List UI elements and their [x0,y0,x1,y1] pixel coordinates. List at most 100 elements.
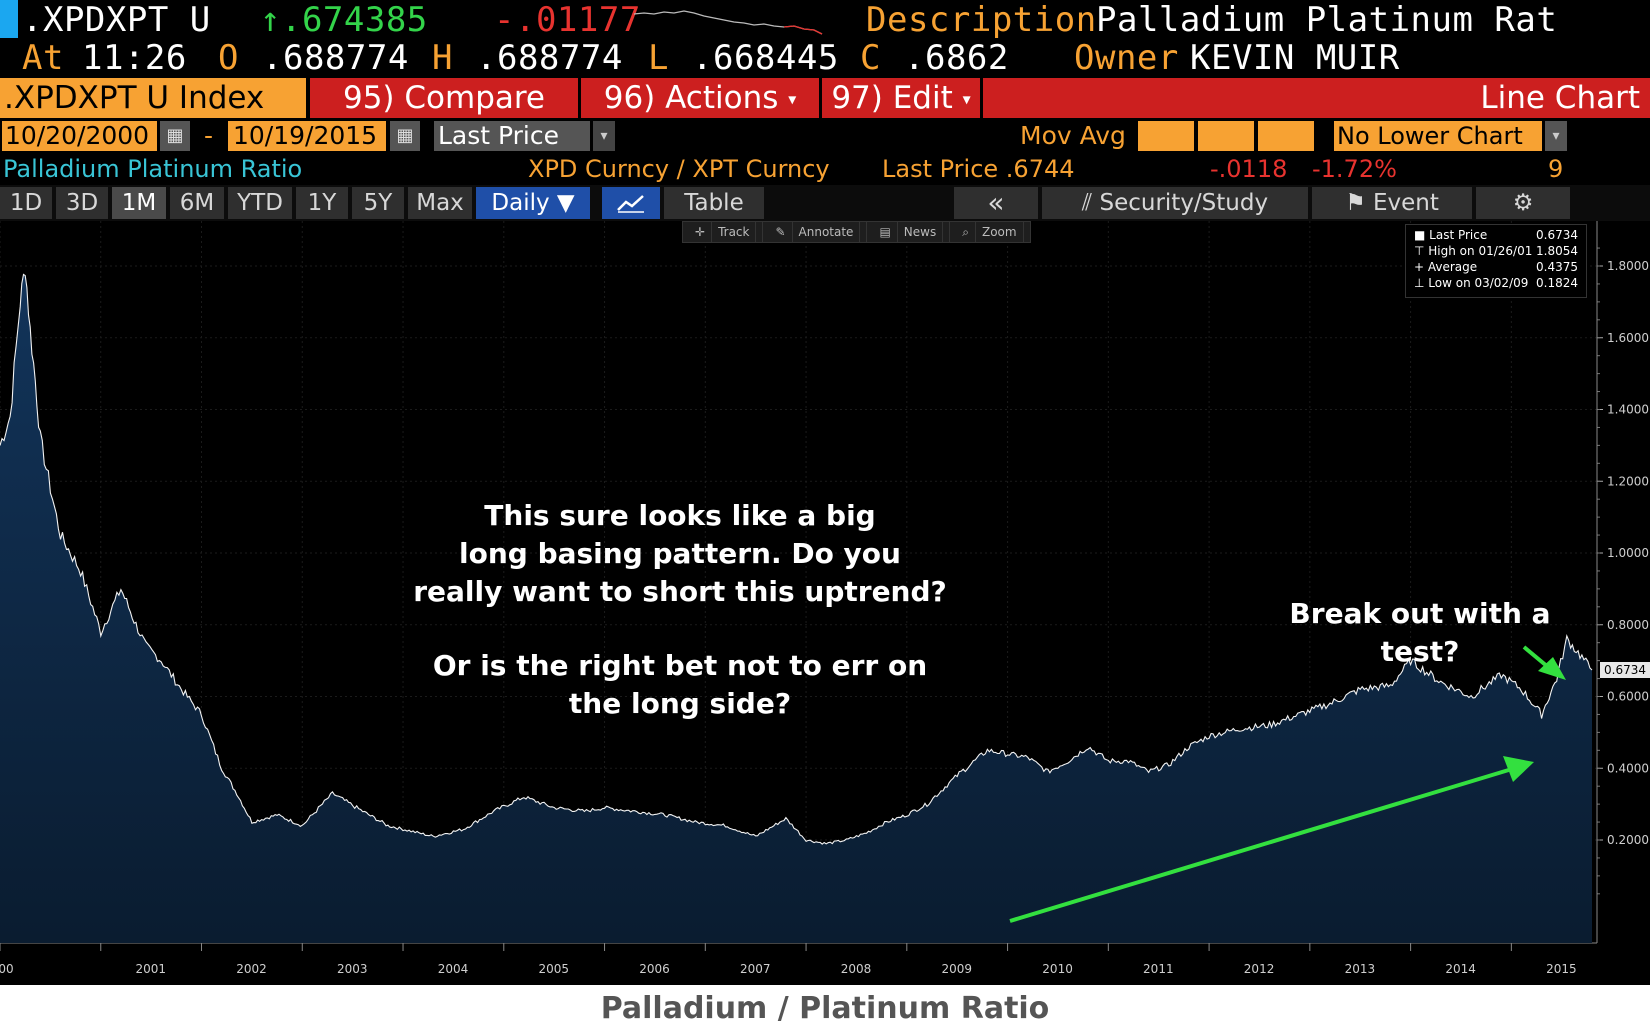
x-tick-label: 2009 [942,962,973,976]
tab-1y[interactable]: 1Y [296,187,348,219]
last-price-info: Last Price .6744 [882,155,1075,183]
annotation-line: This sure looks like a big [484,499,876,532]
tab-1m[interactable]: 1M [112,187,166,219]
description-value: Palladium Platinum Rat [1096,0,1558,40]
x-tick-label: 2002 [236,962,267,976]
breakout-arrow-head [1538,657,1566,680]
low-value: .668445 [692,38,839,78]
mov-avg-input-3[interactable] [1258,121,1314,151]
x-tick-label: 2004 [438,962,469,976]
zoom-label: Zoom [976,222,1024,242]
news-tool[interactable]: ▤ News [867,222,951,242]
legend-label: Last Price [1429,228,1488,242]
annotation-line: test? [1380,635,1460,668]
mov-avg-label: Mov Avg [1020,121,1126,150]
chart-legend: ■ Last Price 0.6734 ⊤ High on 01/26/01 1.8… [1405,224,1587,298]
annotation-line: Or is the right bet not to err on [432,649,928,682]
crosshair-icon: ✛ [689,222,713,242]
frequency-select[interactable]: Daily ▼ [476,187,590,219]
annotate-tool[interactable]: ✎ Annotate [763,222,868,242]
line-chart-icon[interactable] [602,187,660,219]
security-index-field[interactable]: .XPDXPT U Index [0,78,306,118]
description-label: Description [866,0,1097,40]
info-change: -.0118 [1210,155,1288,183]
tab-5y[interactable]: 5Y [352,187,404,219]
calendar-icon[interactable]: ▦ [390,121,420,151]
track-label: Track [712,222,757,242]
high-label: H [432,38,453,78]
x-tick-label: 2011 [1143,962,1174,976]
y-tick-label: 1.4000 [1607,403,1649,417]
calendar-icon[interactable]: ▦ [160,121,190,151]
at-label: At [22,38,64,78]
tab-6m[interactable]: 6M [170,187,224,219]
info-trailing: 9 [1548,155,1564,183]
last-price-tag: 0.6734 [1600,662,1650,678]
y-tick-label: 1.8000 [1607,259,1649,273]
event-button[interactable]: ⚑ Event [1312,187,1472,219]
y-tick-label: 0.6000 [1607,690,1649,704]
series-line [0,273,1593,845]
info-percent: -1.72% [1312,155,1397,183]
chart-type-label: Line Chart [983,78,1650,118]
period-tabs: 1D 3D 1M 6M YTD 1Y 5Y Max Daily ▼ Table … [0,185,1650,221]
gear-icon[interactable]: ⚙ [1476,187,1570,219]
dropdown-arrow-icon: ▾ [962,89,971,109]
owner-label: Owner [1074,38,1179,78]
quote-row: At 11:26 O .688774 H .688774 L .668445 C… [0,38,1650,78]
lower-chart-select[interactable]: No Lower Chart [1334,121,1542,151]
price-chart: 1.8000 1.6000 1.4000 1.2000 1.0000 0.8000 0.60… [0,221,1649,976]
close-label: C [860,38,881,78]
legend-label: Low on 03/02/09 [1428,276,1529,290]
annotation-line: the long side? [568,687,792,720]
legend-low: ⊥ Low on 03/02/09 0.1824 [1414,276,1582,291]
zoom-icon: ⌕ [956,222,976,242]
pair-label: XPD Curncy / XPT Curncy [528,155,830,183]
average-marker-icon: + [1414,260,1428,274]
annotation-main: This sure looks like a big long basing p… [380,497,980,723]
dropdown-arrow-icon[interactable]: ▾ [593,121,615,151]
high-value: .688774 [476,38,623,78]
x-tick-label: 2010 [1042,962,1073,976]
breakout-arrow-line [1522,645,1550,669]
range-row: 10/20/2000 ▦ - 10/19/2015 ▦ Last Price ▾… [0,118,1650,154]
legend-last-price: ■ Last Price 0.6734 [1414,228,1582,243]
tab-ytd[interactable]: YTD [228,187,292,219]
tab-1d[interactable]: 1D [0,187,52,219]
y-tick-label: 1.0000 [1607,546,1649,560]
ticker-row: .XPDXPT U ↑.674385 -.01177 Description P… [0,0,1650,40]
security-study-button[interactable]: ⫽ Security/Study [1042,187,1308,219]
x-tick-label: 2008 [841,962,872,976]
chart-area[interactable]: 1.8000 1.6000 1.4000 1.2000 1.0000 0.8000 0.60… [0,221,1650,985]
track-tool[interactable]: ✛ Track [683,222,764,242]
square-icon: ■ [1414,228,1430,242]
ticker-symbol[interactable]: .XPDXPT U [22,0,211,40]
x-tick-label: 2003 [337,962,368,976]
legend-value: 0.6734 [1536,228,1578,242]
intraday-sparkline [634,10,823,35]
tab-max[interactable]: Max [408,187,472,219]
table-tab[interactable]: Table [664,187,764,219]
low-label: L [648,38,669,78]
zoom-tool[interactable]: ⌕ Zoom [950,222,1029,242]
edit-menu[interactable]: 97) Edit ▾ [822,78,980,118]
y-tick-label: 0.4000 [1607,761,1649,775]
price-field-select[interactable]: Last Price [434,121,590,151]
low-marker-icon: ⊥ [1414,276,1429,290]
last-price: ↑.674385 [260,0,428,40]
x-tick-label: 2015 [1546,962,1577,976]
x-tick-label: 2012 [1244,962,1275,976]
mov-avg-input-2[interactable] [1198,121,1254,151]
legend-value: 0.1824 [1536,276,1578,290]
actions-menu[interactable]: 96) Actions ▾ [581,78,819,118]
mov-avg-input-1[interactable] [1138,121,1194,151]
end-date-input[interactable]: 10/19/2015 [228,121,386,151]
news-icon: ▤ [873,222,898,242]
compare-button[interactable]: 95) Compare [310,78,578,118]
tab-3d[interactable]: 3D [56,187,108,219]
x-tick-label: 2013 [1345,962,1376,976]
open-value: .688774 [262,38,409,78]
dropdown-arrow-icon[interactable]: ▾ [1545,121,1567,151]
collapse-icon[interactable]: « [954,187,1038,219]
start-date-input[interactable]: 10/20/2000 [2,121,157,151]
